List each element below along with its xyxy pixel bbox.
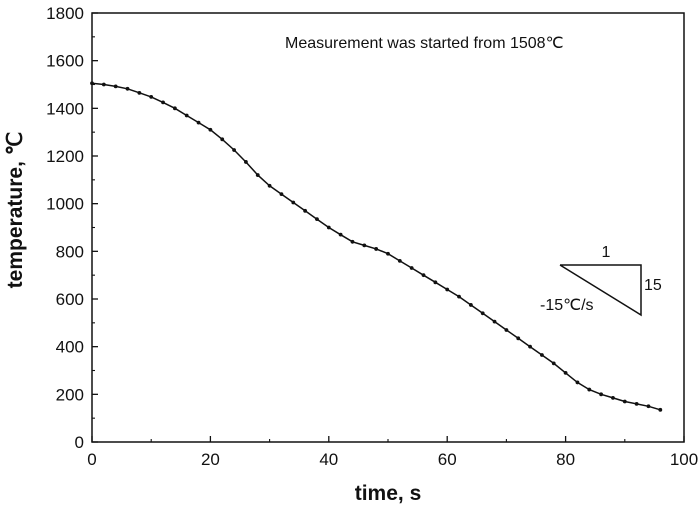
slope-triangle: 1 15 -15℃/s (540, 244, 662, 317)
data-point (350, 239, 355, 244)
series-line (91, 82, 661, 411)
x-tick-label: 0 (87, 450, 96, 469)
y-tick-label: 0 (75, 433, 84, 452)
data-point (551, 361, 556, 366)
data-point (445, 287, 450, 292)
x-tick-label: 60 (438, 450, 457, 469)
data-point (208, 127, 213, 132)
data-point (599, 392, 604, 397)
data-point (516, 336, 521, 341)
y-tick-label: 1600 (46, 52, 84, 71)
data-point (315, 217, 319, 222)
data-point (611, 396, 615, 400)
slope-rise-label: 15 (644, 277, 662, 294)
data-point (563, 370, 568, 375)
data-point (468, 303, 473, 307)
data-point (433, 280, 438, 285)
series-layer (90, 81, 663, 412)
data-point (125, 86, 130, 91)
data-point (232, 148, 236, 152)
y-tick-label: 600 (56, 290, 84, 309)
data-point (540, 353, 544, 357)
x-tick-label: 100 (670, 450, 698, 469)
plot-area-border (91, 12, 685, 443)
measurement-annotation: Measurement was started from 1508℃ (285, 35, 564, 52)
data-point (279, 192, 284, 197)
data-point (113, 84, 118, 89)
data-point (291, 200, 296, 205)
data-point (101, 82, 106, 87)
data-point (184, 113, 189, 118)
y-tick-label: 1400 (46, 99, 84, 118)
slope-run-label: 1 (602, 244, 611, 261)
data-point (457, 294, 461, 299)
x-tick-label: 80 (556, 450, 575, 469)
data-point (362, 243, 367, 248)
slope-value-label: -15℃/s (540, 297, 594, 314)
data-point (244, 160, 248, 164)
data-point (409, 266, 414, 270)
data-point (634, 401, 639, 406)
x-axis: 0 20 40 60 80 100 (87, 436, 698, 469)
data-point (374, 247, 379, 251)
y-axis: 0 200 400 600 800 1000 1200 1400 1600 1800 (46, 4, 98, 452)
x-axis-title: time, s (355, 482, 422, 505)
data-point (149, 94, 154, 99)
data-point (492, 319, 497, 324)
y-axis-title: temperature, ℃ (4, 132, 27, 289)
data-point (386, 251, 390, 256)
data-point (90, 81, 94, 86)
y-tick-label: 1800 (46, 4, 84, 23)
x-tick-label: 40 (319, 450, 338, 469)
y-tick-label: 400 (56, 338, 84, 357)
data-point (622, 399, 627, 404)
plot-frame (91, 12, 685, 443)
data-point (255, 173, 260, 177)
data-point (646, 404, 651, 409)
y-tick-label: 200 (56, 385, 84, 404)
data-point (137, 90, 142, 95)
slope-triangle-shape (559, 264, 642, 317)
data-point (528, 344, 532, 349)
x-tick-label: 20 (201, 450, 220, 469)
data-point (587, 387, 592, 392)
data-point (504, 328, 509, 332)
data-point (575, 380, 580, 385)
data-point (658, 407, 663, 412)
data-point (161, 100, 165, 105)
data-point (326, 225, 331, 230)
data-point (196, 120, 201, 125)
y-tick-label: 800 (56, 242, 84, 261)
data-point (303, 208, 308, 213)
data-point (267, 183, 272, 188)
data-point (338, 232, 343, 237)
data-point (397, 258, 402, 263)
data-point (421, 273, 426, 278)
data-point (220, 137, 225, 142)
y-tick-label: 1000 (46, 195, 84, 214)
y-tick-label: 1200 (46, 147, 84, 166)
data-point (480, 311, 485, 316)
data-point (172, 106, 177, 111)
